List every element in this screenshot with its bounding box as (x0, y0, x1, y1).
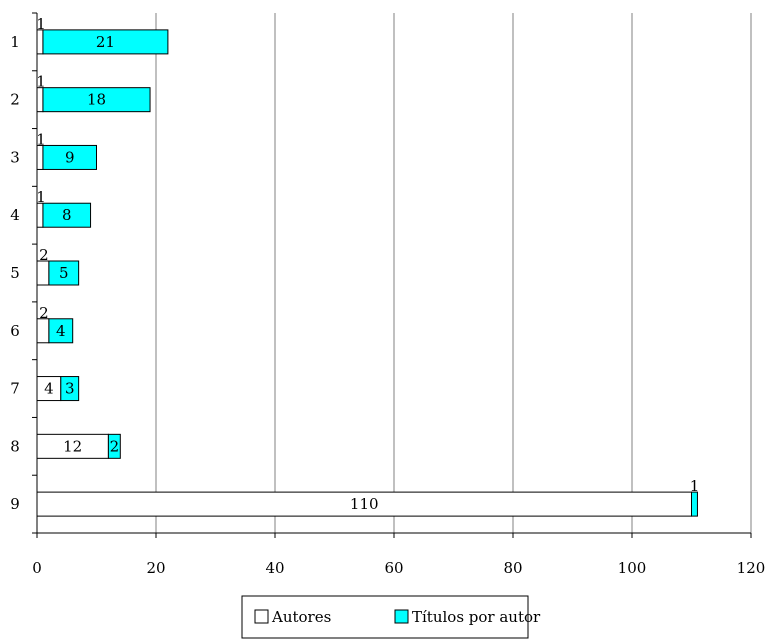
bar-autores-4 (36, 202, 44, 228)
label-titulos-5: 5 (59, 264, 69, 282)
bar-autores-9 (36, 491, 692, 517)
bar-titulos-6 (48, 318, 74, 344)
legend-label-autores: Autores (271, 608, 331, 626)
label-autores-1: 1 (36, 15, 46, 33)
x-tick-label-40: 40 (265, 559, 284, 577)
label-titulos-3: 9 (65, 148, 75, 166)
category-label-8: 8 (10, 437, 20, 455)
category-label-1: 1 (10, 33, 20, 51)
label-autores-9: 110 (350, 495, 379, 513)
legend-swatch-titulos (394, 609, 409, 624)
legend-box (241, 595, 529, 639)
label-titulos-2: 18 (87, 91, 106, 109)
category-label-2: 2 (10, 91, 20, 109)
bar-titulos-7 (60, 376, 80, 402)
label-titulos-9: 1 (690, 477, 700, 495)
bar-autores-8 (36, 433, 109, 459)
label-titulos-7: 3 (65, 380, 75, 398)
label-autores-5: 2 (39, 246, 49, 264)
label-autores-4: 1 (36, 188, 46, 206)
category-label-3: 3 (10, 148, 20, 166)
label-autores-8: 12 (63, 437, 82, 455)
legend: Autores Títulos por autor (241, 595, 541, 639)
bar-titulos-5 (48, 260, 80, 286)
bar-titulos-8 (107, 433, 121, 459)
gridlines (155, 13, 752, 533)
legend-swatch-autores (254, 609, 269, 624)
category-label-5: 5 (10, 264, 20, 282)
x-tick-label-20: 20 (146, 559, 165, 577)
x-tick-label-100: 100 (618, 559, 647, 577)
category-label-6: 6 (10, 322, 20, 340)
label-titulos-6: 4 (56, 322, 66, 340)
label-autores-7: 4 (44, 380, 54, 398)
bar-autores-1 (36, 29, 44, 55)
bar-titulos-9 (691, 491, 698, 517)
x-tick-label-60: 60 (384, 559, 403, 577)
x-tick-label-120: 120 (737, 559, 766, 577)
x-tick-label-0: 0 (32, 559, 42, 577)
bar-titulos-2 (42, 87, 151, 113)
label-autores-2: 1 (36, 73, 46, 91)
bar-titulos-4 (42, 202, 92, 228)
legend-label-titulos: Títulos por autor (412, 608, 541, 626)
label-titulos-1: 21 (96, 33, 115, 51)
category-label-4: 4 (10, 206, 20, 224)
bar-titulos-3 (42, 144, 97, 170)
x-tick-label-80: 80 (503, 559, 522, 577)
label-titulos-4: 8 (62, 206, 72, 224)
label-autores-3: 1 (36, 130, 46, 148)
bar-autores-3 (36, 144, 44, 170)
bar-autores-2 (36, 87, 44, 113)
bar-titulos-1 (42, 29, 169, 55)
bar-autores-6 (36, 318, 50, 344)
category-label-7: 7 (10, 380, 20, 398)
bar-autores-5 (36, 260, 50, 286)
label-titulos-8: 2 (110, 437, 120, 455)
label-autores-6: 2 (39, 304, 49, 322)
category-label-9: 9 (10, 495, 20, 513)
